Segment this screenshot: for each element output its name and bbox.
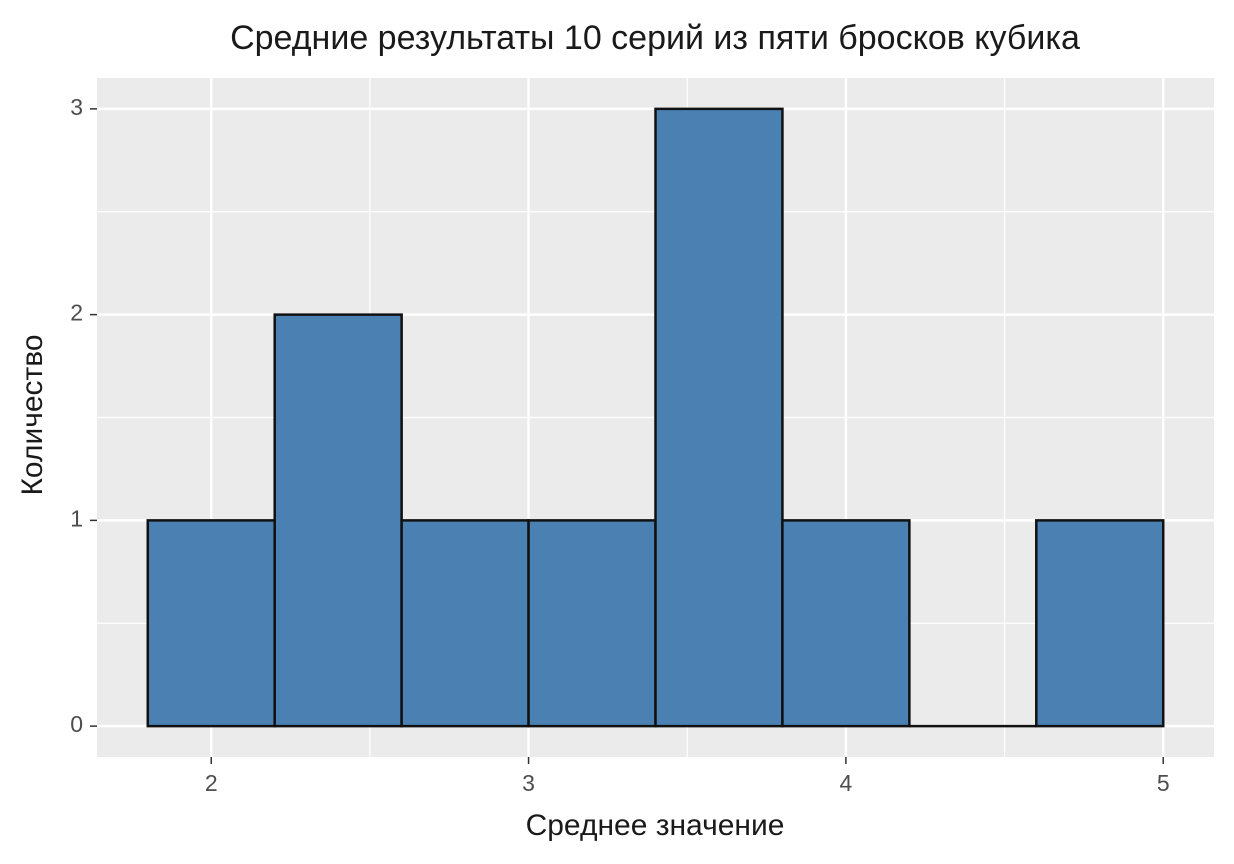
x-tick-label: 2 (205, 770, 218, 796)
y-tick-label: 0 (70, 711, 83, 737)
ticks: 2 3 4 5 0 1 2 3 (70, 94, 1169, 796)
chart-title: Средние результаты 10 серий из пяти брос… (230, 19, 1080, 57)
x-tick-label: 4 (839, 770, 852, 796)
y-tick-label: 1 (70, 505, 83, 531)
y-tick-label: 3 (70, 94, 83, 120)
x-axis-title: Среднее значение (526, 809, 785, 842)
histogram-bar (400, 519, 530, 728)
x-tick-label: 3 (522, 770, 535, 796)
y-axis-title: Количество (16, 334, 49, 495)
histogram-bar (1035, 519, 1165, 728)
bars (146, 107, 1165, 728)
histogram-bar (781, 519, 911, 728)
histogram-bar (273, 313, 403, 728)
histogram-bar (527, 519, 657, 728)
y-tick-label: 2 (70, 300, 83, 326)
histogram-bar (654, 107, 784, 728)
histogram-bar (146, 519, 276, 728)
x-tick-label: 5 (1157, 770, 1170, 796)
